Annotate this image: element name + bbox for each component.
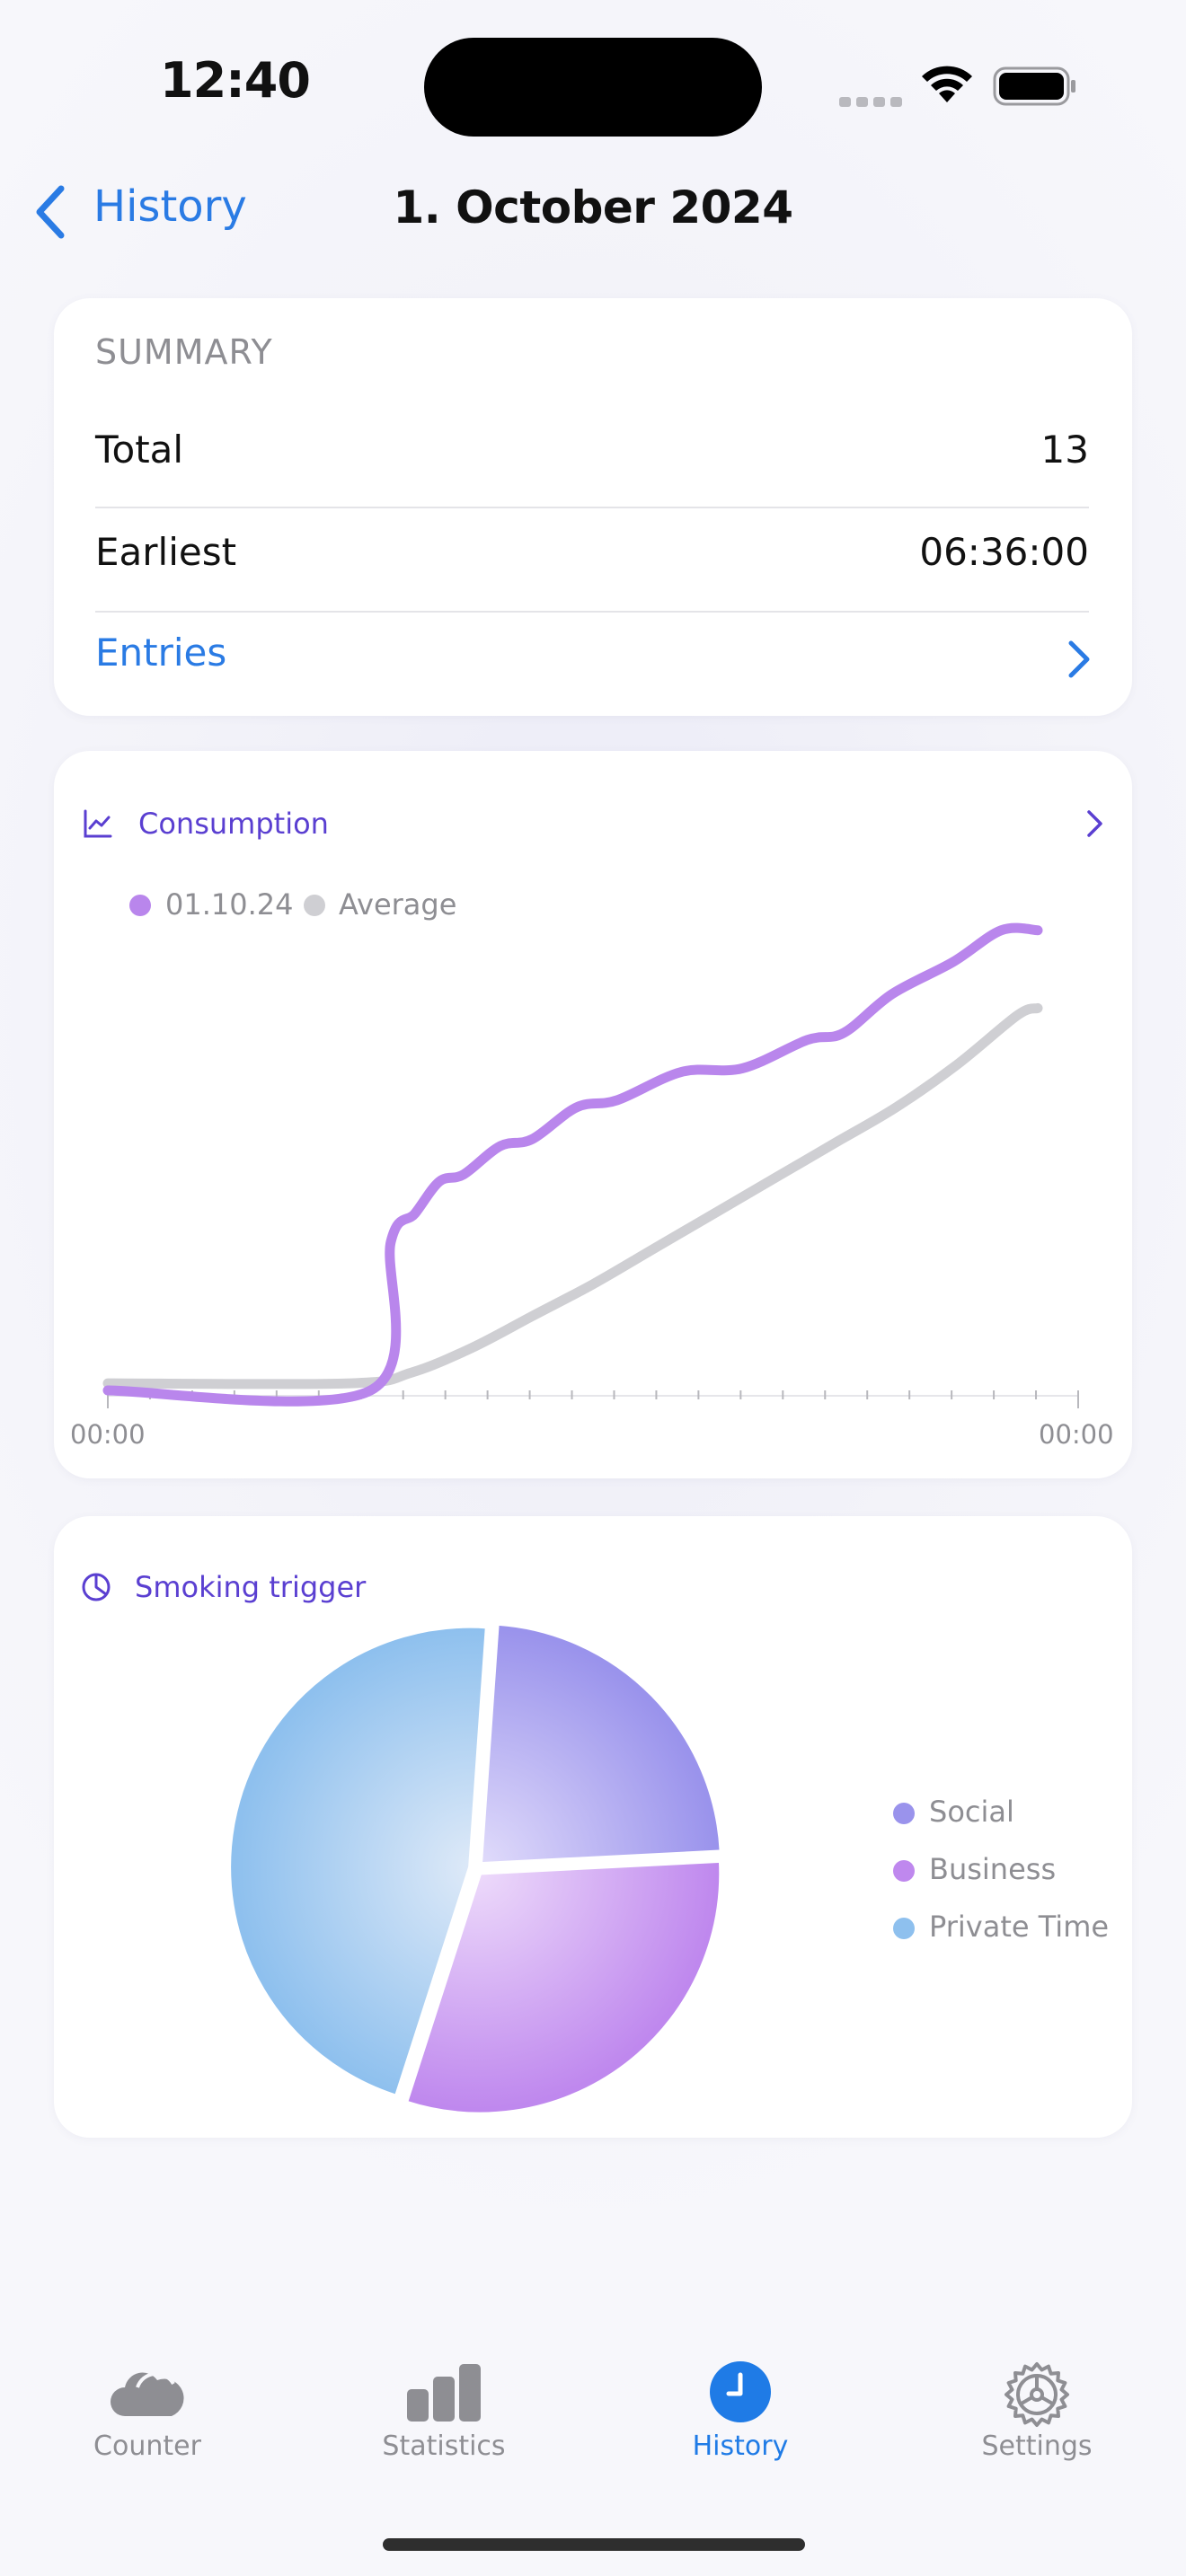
total-label: Total <box>95 428 184 472</box>
tab-statistics-label: Statistics <box>382 2430 506 2462</box>
legend-dot-business <box>893 1860 915 1882</box>
tab-settings-label: Settings <box>981 2430 1093 2462</box>
entries-link[interactable]: Entries <box>95 631 227 675</box>
row-divider <box>95 611 1089 613</box>
pie-slice-private-time <box>227 1624 489 2098</box>
page-title: 1. October 2024 <box>393 181 793 234</box>
series-line-average <box>102 1002 1043 1389</box>
tab-counter[interactable]: Counter <box>40 2360 255 2462</box>
tab-history-label: History <box>692 2430 789 2462</box>
legend-label-business: Business <box>929 1852 1057 1886</box>
legend-label-day: 01.10.24 <box>165 887 294 922</box>
cloud-icon <box>111 2371 184 2416</box>
series-line-day <box>102 922 1043 1407</box>
tab-settings[interactable]: Settings <box>929 2360 1145 2462</box>
tab-counter-label: Counter <box>93 2430 201 2462</box>
consumption-card[interactable] <box>54 751 1132 1478</box>
total-value: 13 <box>1040 428 1089 472</box>
summary-heading: SUMMARY <box>95 332 273 372</box>
legend-label-average: Average <box>339 887 457 922</box>
earliest-value: 06:36:00 <box>919 530 1089 574</box>
x-axis-start-label: 00:00 <box>70 1419 146 1450</box>
battery-icon <box>993 66 1075 106</box>
tab-statistics[interactable]: Statistics <box>336 2360 552 2462</box>
wifi-icon <box>922 66 972 102</box>
trigger-pie-chart <box>227 1621 723 2116</box>
bar-chart-icon <box>407 2364 481 2422</box>
tab-history[interactable]: History <box>633 2360 848 2462</box>
consumption-title: Consumption <box>138 807 329 841</box>
legend-dot-social <box>893 1803 915 1824</box>
consumption-chart <box>102 922 1079 1408</box>
dynamic-island <box>424 38 762 137</box>
pie-chart-icon <box>82 1573 111 1601</box>
smoking-trigger-title: Smoking trigger <box>135 1570 367 1604</box>
legend-label-private-time: Private Time <box>929 1910 1110 1944</box>
row-divider <box>95 507 1089 508</box>
chevron-right-icon[interactable] <box>1085 808 1105 839</box>
home-indicator <box>383 2538 805 2551</box>
x-axis-end-label: 00:00 <box>1039 1419 1114 1450</box>
legend-dot-day <box>129 895 151 916</box>
legend-dot-average <box>304 895 325 916</box>
pie-slice-social <box>478 1621 723 1866</box>
pie-slice-business <box>404 1858 723 2116</box>
chevron-right-icon[interactable] <box>1066 640 1093 679</box>
gear-icon <box>1005 2362 1069 2427</box>
clock-icon <box>710 2361 771 2422</box>
back-chevron-icon[interactable] <box>31 183 70 241</box>
legend-dot-private-time <box>893 1918 915 1939</box>
chart-line-icon <box>84 809 112 838</box>
cellular-signal-icon <box>839 93 907 110</box>
legend-label-social: Social <box>929 1795 1014 1829</box>
earliest-label: Earliest <box>95 530 237 574</box>
status-time: 12:40 <box>160 52 311 109</box>
back-button[interactable]: History <box>93 181 247 232</box>
